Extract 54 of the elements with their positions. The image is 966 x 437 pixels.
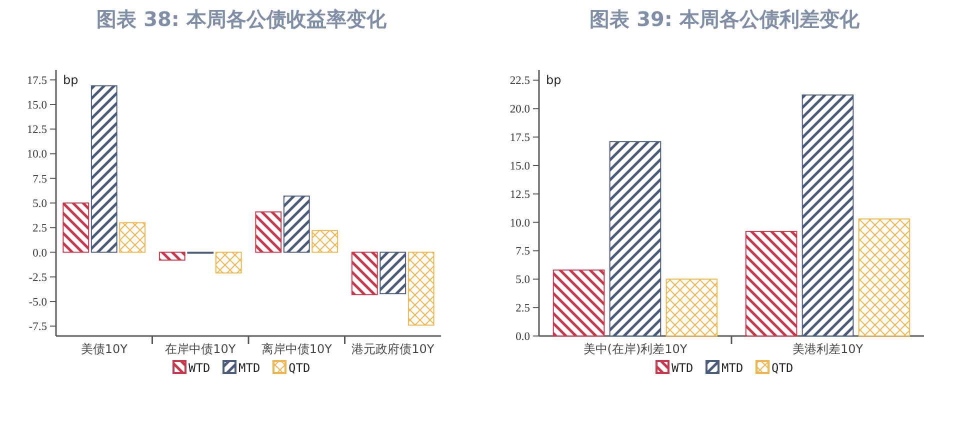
bar (351, 252, 378, 296)
y-tick-label: 2.5 (516, 302, 530, 315)
bar (858, 218, 910, 336)
bar (408, 252, 434, 326)
bar (802, 94, 854, 336)
legend-label: MTD (238, 361, 260, 375)
y-tick-label: 17.5 (26, 74, 48, 87)
y-tick-label: 15.0 (510, 160, 530, 172)
bar (215, 252, 242, 274)
bar (62, 202, 90, 253)
y-axis-title: bp (63, 73, 78, 87)
y-tick-label: 5.0 (516, 274, 530, 286)
bar (552, 270, 605, 336)
y-tick-label: 15.0 (26, 99, 48, 112)
bar (283, 196, 310, 253)
y-tick-label: 0.0 (32, 247, 48, 260)
bar (119, 222, 146, 253)
y-axis-title: bp (546, 73, 562, 87)
bar (158, 252, 186, 261)
y-tick-label: 0.0 (516, 331, 530, 343)
y-tick-label: 7.5 (32, 173, 48, 186)
x-tick-label: 美港利差10Y (792, 342, 864, 356)
bar (380, 252, 406, 294)
y-tick-label: 22.5 (510, 75, 530, 88)
chart-title: 图表 38: 本周各公债收益率变化 (96, 7, 388, 31)
y-tick-label: -2.5 (28, 272, 48, 284)
x-tick-label: 美债10Y (80, 342, 128, 356)
bar (312, 230, 338, 253)
y-tick-label: 12.5 (510, 188, 530, 201)
y-tick-label: 5.0 (32, 198, 48, 210)
x-tick-label: 港元政府债10Y (352, 342, 435, 356)
x-tick-label: 在岸中债10Y (165, 342, 236, 356)
bar (666, 278, 718, 336)
legend-label: QTD (772, 361, 794, 375)
y-tick-label: 20.0 (510, 104, 530, 116)
y-tick-label: -7.5 (28, 321, 48, 334)
y-tick-label: 12.5 (26, 124, 48, 136)
x-tick-label: 离岸中债10Y (261, 342, 333, 356)
bar (745, 230, 798, 336)
bar (90, 85, 118, 253)
y-tick-label: 10.0 (26, 148, 48, 161)
y-tick-label: 7.5 (516, 246, 530, 258)
bar (609, 141, 662, 336)
legend-label: QTD (288, 361, 310, 375)
x-tick-label: 美中(在岸)利差10Y (583, 342, 688, 356)
y-tick-label: -5.0 (28, 296, 48, 309)
bar (255, 211, 282, 253)
y-tick-label: 10.0 (510, 217, 530, 230)
chart-title: 图表 39: 本周各公债利差变化 (590, 7, 860, 31)
legend-label: WTD (188, 361, 210, 375)
y-tick-label: 2.5 (32, 222, 48, 235)
y-tick-label: 17.5 (510, 132, 530, 144)
legend-label: WTD (672, 361, 694, 375)
legend-label: MTD (722, 361, 744, 375)
